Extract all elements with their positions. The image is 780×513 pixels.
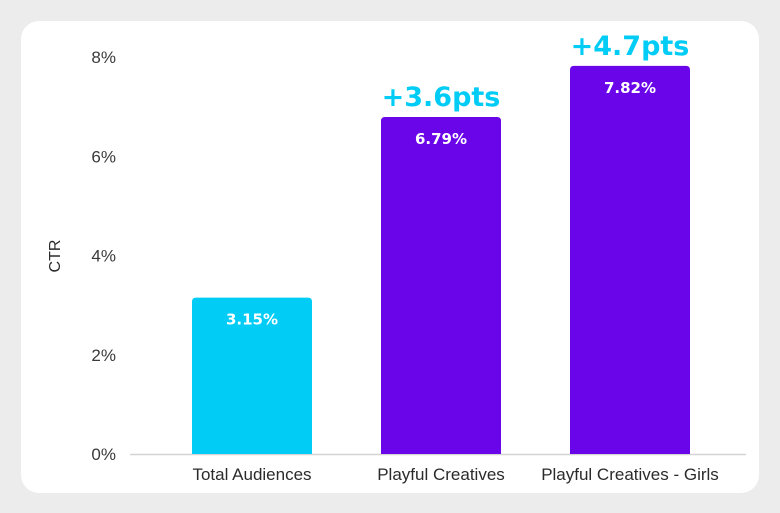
- y-tick-label: 4%: [91, 247, 116, 266]
- data-label: 7.82%: [604, 79, 656, 97]
- x-tick-label: Playful Creatives: [377, 465, 505, 484]
- bar-1: [192, 297, 312, 454]
- y-tick-label: 0%: [91, 445, 116, 464]
- x-tick-label: Total Audiences: [192, 465, 311, 484]
- y-axis-label: CTR: [47, 240, 64, 273]
- x-tick-label: Playful Creatives - Girls: [541, 465, 719, 484]
- y-tick-label: 6%: [91, 147, 116, 166]
- bar-2: [381, 117, 501, 454]
- uplift-annotation: +4.7pts: [571, 31, 690, 62]
- data-label: 3.15%: [226, 311, 278, 329]
- bar-3: [570, 65, 690, 455]
- y-tick-label: 2%: [91, 346, 116, 365]
- uplift-annotation: +3.6pts: [382, 82, 501, 113]
- y-tick-label: 8%: [91, 48, 116, 67]
- data-label: 6.79%: [415, 130, 467, 148]
